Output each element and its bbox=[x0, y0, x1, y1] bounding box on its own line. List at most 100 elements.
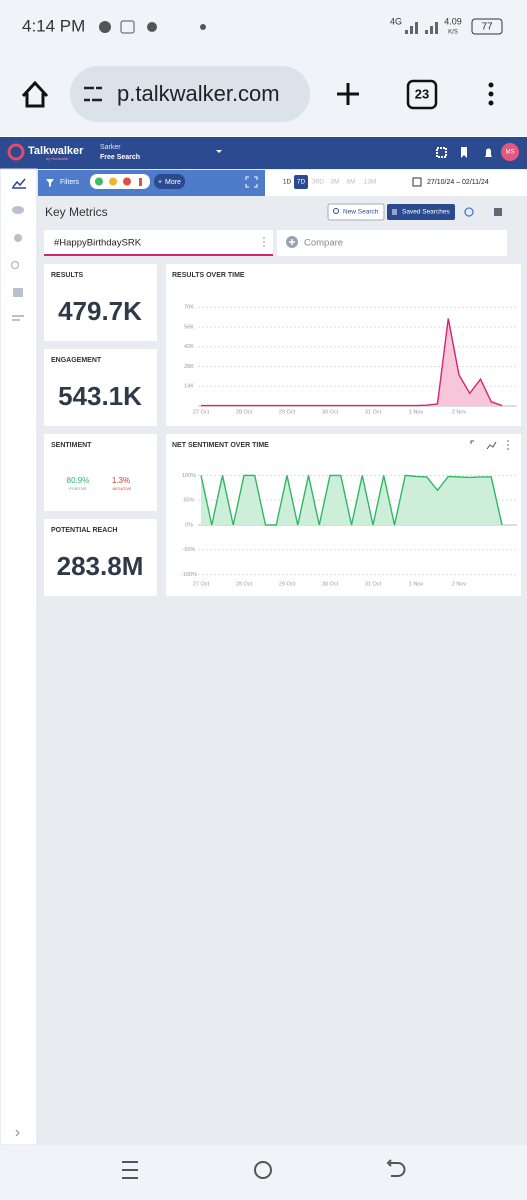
avatar[interactable] bbox=[501, 143, 519, 161]
nav-bar bbox=[0, 1145, 527, 1200]
filter-bar bbox=[38, 170, 265, 196]
network-type: 4G bbox=[390, 16, 402, 26]
x-tick-label: 2 Nov bbox=[452, 581, 467, 587]
tabs-button[interactable] bbox=[406, 79, 438, 110]
brand-name: Talkwalker bbox=[28, 145, 84, 157]
net-speed: 4.09 bbox=[444, 16, 462, 26]
save-icon[interactable] bbox=[494, 208, 502, 216]
home-nav-button[interactable] bbox=[254, 1161, 272, 1179]
x-tick-label: 30 Oct bbox=[322, 409, 339, 415]
range-button[interactable]: 7D bbox=[297, 179, 306, 186]
chart-type[interactable] bbox=[486, 441, 497, 450]
y-tick-label: 100% bbox=[182, 473, 196, 479]
range-button[interactable]: 1D bbox=[283, 179, 292, 186]
query-tab[interactable] bbox=[44, 230, 273, 256]
metric-label: SENTIMENT bbox=[51, 442, 92, 449]
status-dot bbox=[200, 24, 206, 30]
y-tick-label: 42K bbox=[184, 344, 194, 350]
new-tab-button[interactable] bbox=[337, 83, 359, 105]
sidebar bbox=[0, 168, 38, 1146]
sentiment-card bbox=[44, 434, 157, 511]
negative-label: NEGATIVE bbox=[113, 487, 132, 491]
negative-filter[interactable] bbox=[123, 177, 131, 186]
filters-button[interactable]: Filters bbox=[60, 179, 80, 186]
flag-filter[interactable] bbox=[139, 178, 142, 186]
more-button[interactable] bbox=[154, 174, 185, 189]
apps-icon[interactable] bbox=[436, 147, 447, 158]
charts: 14K 28K 42K 56K 70K 27 Oct 28 Oct 29 Oct 30 Oct 3… bbox=[181, 305, 517, 587]
brand-logo[interactable] bbox=[7, 143, 25, 161]
site-settings-icon[interactable] bbox=[84, 86, 102, 102]
range-button[interactable]: 13M bbox=[364, 179, 377, 186]
range-button[interactable]: 6M bbox=[346, 179, 355, 186]
area-fill bbox=[201, 475, 502, 525]
neutral-filter[interactable] bbox=[109, 177, 117, 186]
saved-searches-button[interactable] bbox=[387, 204, 455, 220]
recents-button[interactable] bbox=[122, 1161, 138, 1179]
x-tick-label: 31 Oct bbox=[365, 581, 382, 587]
range-button[interactable]: 30D bbox=[312, 179, 324, 186]
nav-analytics[interactable] bbox=[12, 178, 26, 189]
line bbox=[201, 318, 503, 407]
x-tick-label: 27 Oct bbox=[193, 409, 210, 415]
notifications-icon[interactable] bbox=[485, 148, 492, 158]
metric-label: POTENTIAL REACH bbox=[51, 527, 117, 534]
nav-cloud[interactable] bbox=[12, 206, 24, 214]
nav-influencers[interactable] bbox=[14, 234, 22, 242]
expand-chart[interactable] bbox=[470, 440, 478, 448]
x-tick-label: 28 Oct bbox=[236, 581, 253, 587]
metric-card bbox=[44, 349, 157, 426]
project-dropdown[interactable] bbox=[216, 150, 222, 153]
x-tick-label: 1 Nov bbox=[409, 409, 424, 415]
sentiment-filter[interactable] bbox=[90, 174, 150, 189]
query-tab-label: #HappyBirthdaySRK bbox=[54, 238, 142, 249]
metric-card bbox=[44, 519, 157, 596]
clock: 4:14 PM bbox=[22, 16, 85, 35]
bookmark-icon[interactable] bbox=[461, 147, 467, 158]
compare-label: Compare bbox=[304, 238, 343, 249]
calendar-icon[interactable] bbox=[412, 177, 422, 187]
page-title: Key Metrics bbox=[45, 205, 108, 219]
metric-label: ENGAGEMENT bbox=[51, 357, 102, 364]
fullscreen-icon[interactable] bbox=[245, 176, 258, 188]
tab-count: 23 bbox=[415, 86, 429, 101]
nav-demographics[interactable] bbox=[10, 260, 20, 270]
battery-level: 77 bbox=[481, 22, 493, 33]
home-button[interactable] bbox=[21, 80, 49, 108]
url-bar[interactable] bbox=[70, 66, 310, 122]
sidebar-expand[interactable] bbox=[15, 1129, 20, 1137]
y-tick-label: -100% bbox=[181, 572, 197, 578]
y-tick-label: 70K bbox=[184, 305, 194, 311]
x-tick-label: 29 Oct bbox=[279, 409, 296, 415]
project-name: Sarker bbox=[100, 144, 121, 151]
positive-filter[interactable] bbox=[95, 177, 103, 186]
nav-content[interactable] bbox=[12, 315, 24, 321]
app-header bbox=[0, 137, 527, 169]
range-button[interactable]: 3M bbox=[330, 179, 339, 186]
metric-value: 479.7K bbox=[58, 296, 142, 326]
search-icon bbox=[333, 208, 339, 214]
net-speed-unit: K/S bbox=[448, 30, 458, 36]
compare-tab[interactable] bbox=[277, 230, 507, 256]
brand-sub: by Hootsuite bbox=[46, 156, 69, 161]
saved-searches-label: Saved Searches bbox=[402, 209, 450, 216]
x-tick-label: 29 Oct bbox=[279, 581, 296, 587]
status-icon bbox=[147, 22, 157, 32]
new-search-button[interactable] bbox=[327, 203, 385, 221]
battery bbox=[471, 18, 503, 35]
x-tick-label: 27 Oct bbox=[193, 581, 210, 587]
url: p.talkwalker.com bbox=[117, 81, 280, 106]
refresh-icon[interactable] bbox=[464, 207, 474, 217]
more-label: More bbox=[165, 179, 181, 186]
filter-icon[interactable] bbox=[46, 179, 54, 187]
x-tick-label: 31 Oct bbox=[365, 409, 382, 415]
x-tick-label: 28 Oct bbox=[236, 409, 253, 415]
metric-value: 283.8M bbox=[57, 551, 144, 581]
date-range[interactable]: 27/10/24 – 02/11/24 bbox=[427, 179, 489, 186]
back-button[interactable] bbox=[386, 1159, 406, 1177]
list-icon bbox=[392, 209, 397, 215]
nav-map[interactable] bbox=[13, 288, 23, 297]
area-fill bbox=[201, 318, 502, 406]
y-tick-label: 0% bbox=[185, 522, 193, 528]
negative-value: 1.3% bbox=[112, 476, 130, 485]
